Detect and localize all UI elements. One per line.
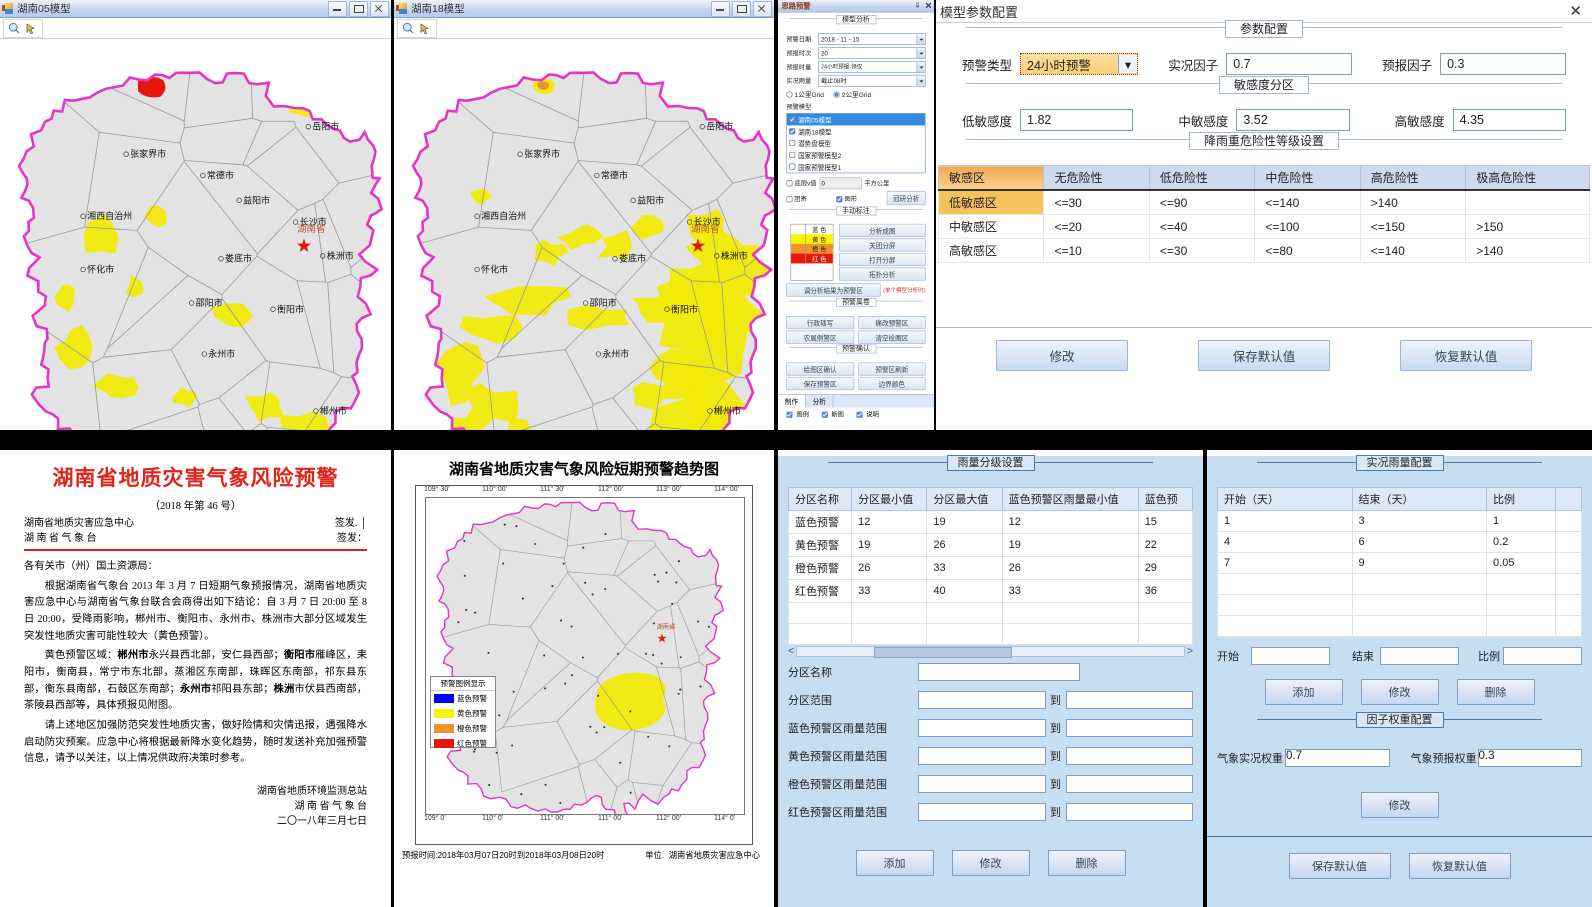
svg-text:岳阳市: 岳阳市	[312, 121, 339, 132]
svg-text:张家界市: 张家界市	[130, 148, 166, 159]
svg-text:怀化市: 怀化市	[481, 264, 508, 275]
svg-text:常德市: 常德市	[601, 170, 628, 181]
svg-text:益阳市: 益阳市	[243, 194, 270, 205]
svg-text:永州市: 永州市	[208, 348, 235, 359]
svg-text:张家界市: 张家界市	[524, 148, 560, 159]
svg-text:益阳市: 益阳市	[637, 194, 664, 205]
svg-text:永州市: 永州市	[602, 348, 629, 359]
svg-text:怀化市: 怀化市	[87, 264, 114, 275]
svg-text:郴州市: 郴州市	[714, 405, 741, 416]
svg-text:娄底市: 娄底市	[619, 253, 646, 264]
svg-text:湘西自治州: 湘西自治州	[87, 210, 132, 221]
svg-text:湖南省: 湖南省	[691, 223, 720, 235]
svg-text:衡阳市: 衡阳市	[671, 303, 698, 314]
svg-text:常德市: 常德市	[207, 170, 234, 181]
svg-text:邵阳市: 邵阳市	[196, 297, 223, 308]
svg-text:邵阳市: 邵阳市	[590, 297, 617, 308]
svg-text:郴州市: 郴州市	[320, 405, 347, 416]
svg-text:娄底市: 娄底市	[225, 253, 252, 264]
svg-text:湖南省: 湖南省	[657, 621, 676, 630]
svg-text:湘西自治州: 湘西自治州	[481, 210, 526, 221]
svg-text:衡阳市: 衡阳市	[277, 303, 304, 314]
svg-text:岳阳市: 岳阳市	[706, 121, 733, 132]
svg-text:湖南省: 湖南省	[297, 223, 326, 235]
svg-text:株洲市: 株洲市	[327, 250, 354, 261]
svg-text:株洲市: 株洲市	[721, 250, 748, 261]
